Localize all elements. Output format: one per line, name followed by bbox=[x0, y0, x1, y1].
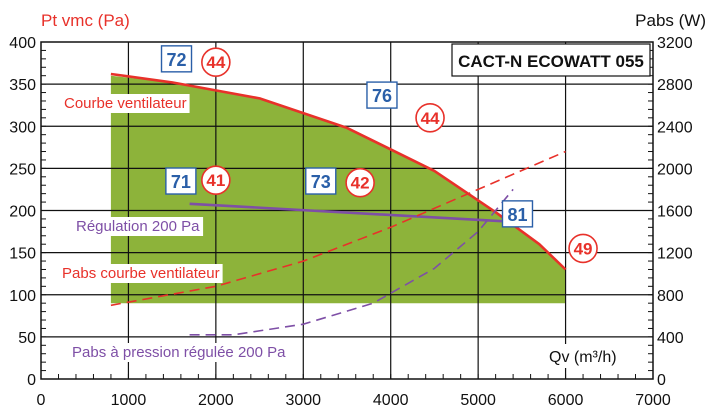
y-left-axis-label: Pt vmc (Pa) bbox=[41, 11, 130, 30]
series-label-1: Courbe ventilateur bbox=[64, 95, 187, 112]
circle-annotation: 41 bbox=[206, 171, 225, 190]
box-annotation-frame bbox=[165, 167, 197, 195]
series-label-bg bbox=[61, 94, 190, 113]
series-line-3 bbox=[110, 150, 566, 307]
x-tick-label: 6000 bbox=[548, 392, 584, 409]
y-right-tick-label: 0 bbox=[657, 372, 666, 389]
circle-annotation-ring bbox=[201, 47, 231, 78]
box-annotation: 71 bbox=[171, 172, 191, 192]
box-annotation: 72 bbox=[166, 50, 186, 70]
x-axis-label-bg bbox=[547, 344, 641, 368]
x-tick-label: 1000 bbox=[111, 392, 147, 409]
box-annotation: 81 bbox=[507, 205, 527, 225]
x-tick-label: 0 bbox=[37, 392, 46, 409]
y-left-tick-label: 50 bbox=[18, 330, 36, 347]
y-right-tick-label: 2400 bbox=[657, 119, 693, 136]
box-annotation: 76 bbox=[372, 86, 392, 106]
y-left-tick-label: 0 bbox=[27, 372, 36, 389]
y-right-tick-label: 2000 bbox=[657, 161, 693, 178]
circle-annotation: 44 bbox=[421, 109, 440, 128]
circle-annotation-ring bbox=[201, 165, 231, 195]
series-label-4: Pabs à pression régulée 200 Pa bbox=[72, 344, 286, 361]
y-right-tick-label: 1600 bbox=[657, 204, 693, 221]
box-annotation-frame bbox=[501, 200, 534, 228]
box-annotation-frame bbox=[305, 167, 337, 195]
x-tick-label: 3000 bbox=[285, 392, 321, 409]
circle-annotation: 42 bbox=[351, 174, 370, 193]
series-label-3: Pabs courbe ventilateur bbox=[62, 265, 220, 282]
y-left-tick-label: 350 bbox=[9, 77, 36, 94]
y-left-tick-label: 300 bbox=[9, 119, 36, 136]
circle-annotation-ring bbox=[568, 233, 598, 264]
y-left-tick-label: 100 bbox=[9, 288, 36, 305]
box-annotation: 73 bbox=[311, 172, 331, 192]
y-right-axis-label: Pabs (W) bbox=[635, 11, 706, 30]
y-left-tick-label: 400 bbox=[9, 35, 36, 52]
y-right-tick-label: 400 bbox=[657, 330, 684, 347]
x-tick-label: 2000 bbox=[198, 392, 234, 409]
circle-annotation-ring bbox=[415, 103, 445, 133]
title-box bbox=[451, 43, 651, 77]
y-left-tick-label: 200 bbox=[9, 204, 36, 221]
operating-zone bbox=[110, 75, 566, 304]
circle-annotation-ring bbox=[345, 167, 375, 198]
box-annotation-frame bbox=[160, 45, 193, 73]
box-annotation-frame bbox=[366, 81, 398, 109]
circle-annotation: 44 bbox=[206, 53, 225, 72]
x-axis-label: Qv (m³/h) bbox=[549, 349, 617, 366]
y-left-tick-label: 250 bbox=[9, 161, 36, 178]
y-left-tick-label: 150 bbox=[9, 246, 36, 263]
y-right-tick-label: 1200 bbox=[657, 246, 693, 263]
series-line-1 bbox=[110, 72, 567, 271]
series-label-bg bbox=[73, 217, 204, 236]
y-right-tick-label: 800 bbox=[657, 288, 684, 305]
series-line-2 bbox=[189, 202, 522, 224]
series-label-bg bbox=[59, 264, 223, 283]
plot-frame bbox=[40, 41, 654, 380]
x-tick-label: 7000 bbox=[635, 392, 671, 409]
circle-annotation: 49 bbox=[574, 239, 593, 258]
chart-title: CACT-N ECOWATT 055 bbox=[458, 52, 644, 71]
series-label-2: Régulation 200 Pa bbox=[76, 218, 200, 235]
y-right-tick-label: 3200 bbox=[657, 35, 693, 52]
x-tick-label: 4000 bbox=[373, 392, 409, 409]
x-tick-label: 5000 bbox=[460, 392, 496, 409]
series-label-bg bbox=[69, 343, 290, 362]
y-right-tick-label: 2800 bbox=[657, 77, 693, 94]
